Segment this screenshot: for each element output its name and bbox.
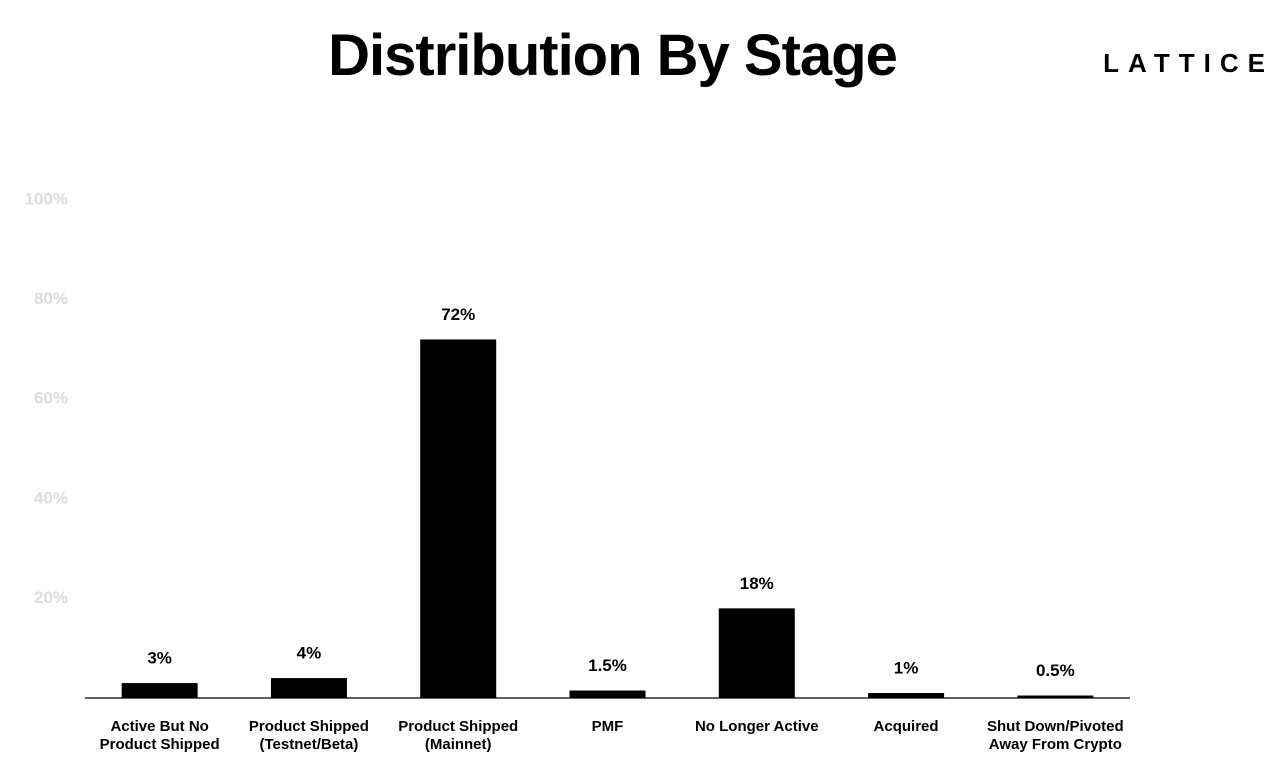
y-tick-label: 80% — [34, 289, 68, 308]
x-tick-label: PMF — [591, 718, 624, 735]
y-tick-label: 100% — [25, 189, 68, 208]
value-label: 18% — [740, 574, 774, 593]
value-label: 72% — [441, 305, 475, 324]
value-label: 3% — [147, 649, 172, 668]
y-tick-label: 40% — [34, 488, 68, 507]
x-tick-label: Acquired — [873, 718, 939, 735]
bar — [718, 608, 795, 698]
x-tick-label: No Longer Active — [694, 718, 819, 735]
bar — [868, 693, 945, 698]
bar — [420, 339, 497, 698]
x-tick-label: Active But No Product Shipped — [99, 718, 220, 753]
brand-logo: LATTICE — [1103, 48, 1274, 78]
x-tick-label: Product Shipped (Mainnet) — [398, 718, 519, 753]
bar — [121, 683, 198, 698]
chart-title: Distribution By Stage — [328, 23, 898, 88]
value-label: 4% — [297, 644, 322, 663]
y-tick-label: 20% — [34, 588, 68, 607]
bar — [1017, 695, 1094, 698]
value-label: 1% — [894, 659, 919, 678]
x-tick-label: Shut Down/Pivoted Away From Crypto — [987, 718, 1124, 753]
bar — [270, 678, 347, 698]
bar — [569, 690, 646, 698]
value-label: 1.5% — [588, 656, 627, 675]
y-tick-label: 60% — [34, 389, 68, 408]
x-tick-label: Product Shipped (Testnet/Beta) — [248, 718, 369, 753]
value-label: 0.5% — [1036, 661, 1075, 680]
